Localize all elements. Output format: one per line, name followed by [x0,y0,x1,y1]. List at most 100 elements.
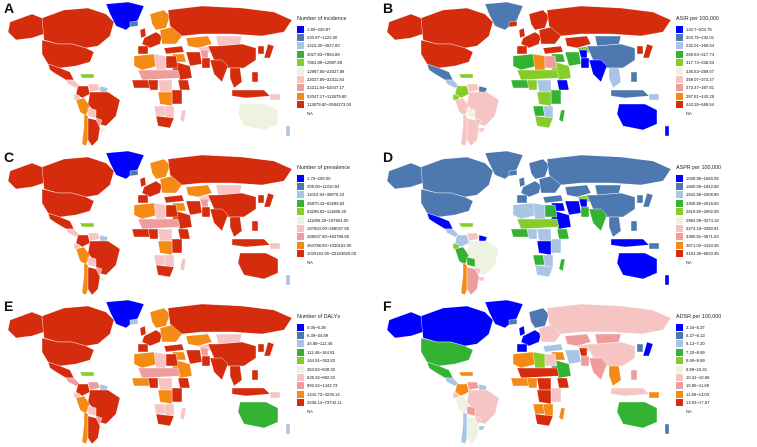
region-south-africa [155,264,175,278]
legend-label: 220.97~1223.30 [307,35,338,41]
panel-label: E [4,298,14,314]
region-north-africa-w [133,53,159,71]
legend-label: 1223.30~4027.83 [307,43,340,49]
region-sahel [137,367,181,379]
region-north-africa-w [133,202,159,220]
region-alaska [386,162,424,190]
legend-item: 22027.89~32311.84 [297,75,377,84]
region-western-europe [141,180,163,198]
region-western-europe [520,329,542,347]
legend-swatch [676,92,683,100]
region-new-zealand [664,274,670,286]
legend-swatch [297,109,304,117]
region-uk [518,27,526,39]
region-png [269,93,281,101]
legend-swatch [676,84,683,92]
legend-label: 11010.94~35870.43 [307,192,345,198]
legend-label: 22027.89~32311.84 [307,77,345,83]
legend-swatch [676,374,683,382]
region-southern-africa [542,254,554,268]
legend-item: 3274.18~3380.91 [676,224,756,233]
region-canada [420,156,494,198]
legend: ADSR per 100,000 3.34~5.37 5.37~6.13 6.13~… [676,314,756,415]
legend-title: Number of DALYs [297,314,341,320]
region-turkey [163,343,185,353]
world-map [386,299,672,445]
region-alaska [7,311,45,339]
region-uruguay [478,425,486,431]
region-bolivia [87,107,97,119]
legend-item: 10.31~10.86 [676,373,756,382]
legend-item: 268037.60~464788.60 [297,233,377,241]
region-turkey [542,45,564,55]
legend-item: 32311.84~52047.17 [297,84,377,92]
region-australia [237,401,279,429]
legend-label: 52047.17~113679.80 [307,93,347,99]
region-madagascar [179,407,187,421]
legend-swatch [297,382,304,390]
legend-swatch [297,233,304,241]
legend-item: 197604.00~268037.60 [297,224,377,233]
legend-label: 269.64~317.74 [686,51,715,57]
legend-label: 197604.00~268037.60 [307,226,350,232]
legend-item: 373.47~397.81 [676,84,756,92]
world-map [7,150,293,296]
region-new-zealand [285,423,291,435]
legend-swatch [676,199,683,207]
legend-label: 11.69~13.03 [686,391,710,397]
region-east-africa [171,387,183,403]
legend-item: 5.37~6.13 [676,331,756,340]
region-turkey [542,343,564,353]
panel-f: F ADSR per 100,000 3.34~5.37 5.37~6.13 6.1… [379,298,757,447]
region-uk [518,176,526,188]
region-scandinavia [528,307,550,329]
region-korea [257,45,265,55]
legend-item: 1223.30~4027.83 [297,42,377,50]
legend-swatch [676,390,683,398]
legend-item: 4027.83~7864.89 [297,50,377,58]
legend-label: 232.01~269.64 [686,43,715,49]
legend-item: NA [676,109,756,117]
region-afghanistan [578,347,588,357]
legend-label: 7864.89~12987.58 [307,60,343,66]
legend-item: 464788.60~1030162.00 [297,241,377,249]
legend-rows: 3.34~5.37 5.37~6.13 6.13~7.20 7.20~8.69 8.69… [676,323,756,415]
region-kazakhstan [564,184,592,198]
region-india [209,59,229,83]
region-venezuela [466,232,480,242]
legend-item: 133.7~203.75 [676,25,756,33]
region-south-africa [534,115,554,129]
legend-item: 3380.91~3671.03 [676,233,756,241]
region-iceland [508,169,518,177]
region-venezuela [466,381,480,391]
legend-swatch [297,390,304,398]
region-argentina [87,266,101,296]
legend-label: 2308.90~2619.50 [686,200,719,206]
legend-label: 6.39~34.89 [307,333,329,339]
region-western-europe [141,329,163,347]
region-australia [616,103,658,131]
region-east-africa [171,238,183,254]
region-iran [185,349,203,365]
region-pakistan [201,57,211,69]
legend-swatch [676,216,683,224]
region-southern-africa [542,403,554,417]
region-colombia [454,234,470,248]
panel-label: F [383,298,392,314]
legend-item: 52047.17~113679.80 [297,92,377,100]
region-drc [536,240,552,256]
legend-label: 9.59~10.31 [686,366,708,372]
legend-title: ADSR per 100,000 [676,314,722,320]
region-southeast-asia [608,67,622,89]
legend-item: 113679.80~2584373.00 [297,101,377,109]
region-canada [41,305,115,347]
legend-swatch [676,42,683,50]
region-caribbean [79,222,95,228]
region-east-africa [171,89,183,105]
legend-item: 269.64~317.74 [676,50,756,58]
region-iceland [129,20,139,28]
legend-label: 32311.84~52047.17 [307,85,345,91]
region-southeast-asia [229,365,243,387]
region-iceland [129,318,139,326]
legend-swatch [676,191,683,199]
